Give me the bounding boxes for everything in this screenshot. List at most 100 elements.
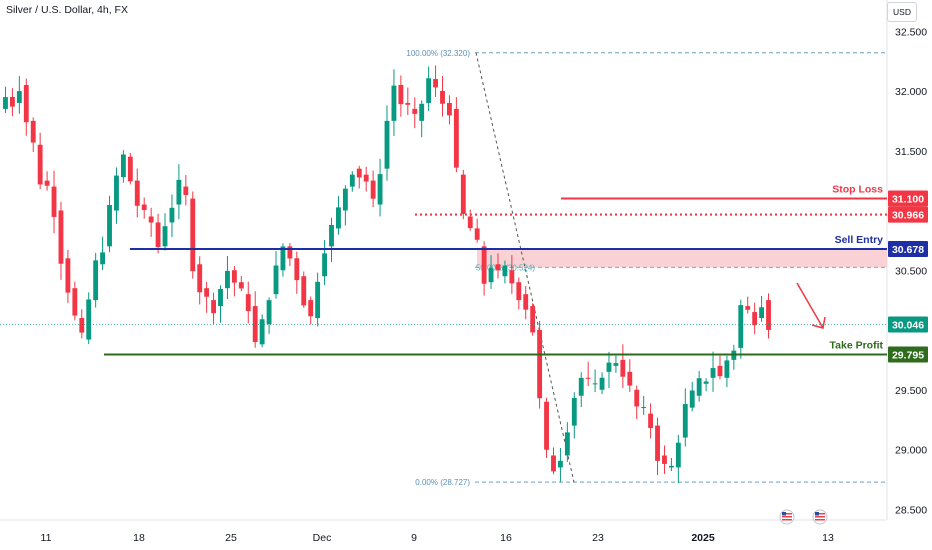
price-level-tag-text: 31.100 <box>892 194 924 206</box>
candle-body <box>578 377 584 396</box>
candle-body <box>398 85 404 105</box>
sell-zone <box>477 248 887 268</box>
candle-body <box>114 175 119 211</box>
candle-body <box>86 299 92 340</box>
candle-body <box>655 425 660 461</box>
candle-body <box>127 156 133 182</box>
candle-body <box>384 120 390 169</box>
candle-body <box>627 371 633 386</box>
candle-body <box>453 108 459 168</box>
fib-trend-line <box>475 52 575 483</box>
candle-body <box>342 188 348 211</box>
candle-body <box>218 289 223 307</box>
candle-body <box>509 270 515 284</box>
candle-body <box>641 407 647 409</box>
candle-body <box>634 389 640 407</box>
candle-body <box>72 288 78 316</box>
price-level-tag-text: 29.795 <box>892 349 924 361</box>
candle-body <box>356 168 362 178</box>
candle-body <box>745 306 751 310</box>
flag-stripe <box>815 516 825 518</box>
candle-body <box>377 174 383 205</box>
arrow-shaft <box>796 282 824 329</box>
y-axis: 32.500 32.000 31.500 30.500 29.500 29.000 28.5… <box>895 26 927 516</box>
y-tick-label: 29.500 <box>895 385 927 397</box>
candle-body <box>502 265 508 277</box>
candle-body <box>759 307 765 319</box>
candle-body <box>301 276 307 306</box>
x-tick-label: Dec <box>313 532 332 544</box>
currency-selector-button[interactable]: USD <box>887 2 917 22</box>
x-axis: 11 18 25 Dec 9 16 23 2025 13 <box>41 532 834 544</box>
flag-stripe <box>815 519 825 521</box>
candle-body <box>682 404 688 438</box>
candle-body <box>717 365 723 377</box>
candle-body <box>211 300 217 314</box>
candle-body <box>696 378 702 396</box>
price-level-label: Sell Entry <box>835 234 884 246</box>
candle-body <box>231 270 237 283</box>
candle-body <box>280 246 286 271</box>
candle-body <box>516 282 522 301</box>
candle-body <box>363 174 369 182</box>
candle-body <box>370 180 376 199</box>
candle-body <box>440 91 445 104</box>
candle-body <box>329 224 334 247</box>
candle-body <box>544 401 549 450</box>
price-scale-labels: 31.100 30.966 30.678 29.795 30.046 <box>888 190 928 363</box>
candle-body <box>662 455 667 464</box>
candle-body <box>481 246 487 284</box>
candle-body <box>613 363 619 366</box>
candle-body <box>426 78 432 103</box>
candle-body <box>238 282 244 289</box>
candle-body <box>564 432 570 456</box>
candle-body <box>315 281 321 319</box>
candle-body <box>523 294 529 310</box>
flag-stripe <box>782 513 792 515</box>
y-tick-label: 31.500 <box>895 146 927 158</box>
price-level-tag <box>888 240 928 257</box>
candle-body <box>322 253 327 277</box>
candle-body <box>23 85 29 123</box>
candle-body <box>467 216 473 229</box>
candle-body <box>412 108 418 114</box>
last-price-tag <box>888 316 928 333</box>
candle-body <box>495 264 501 271</box>
candle-body <box>606 362 612 372</box>
y-tick-label: 30.500 <box>895 265 927 277</box>
candle-body <box>460 174 466 214</box>
candle-body <box>530 306 536 333</box>
x-tick-label: 13 <box>822 532 834 544</box>
candle-body <box>391 85 397 121</box>
candle-body <box>336 207 341 229</box>
candle-body <box>738 305 744 348</box>
candle-body <box>169 207 175 223</box>
candle-body <box>273 265 279 295</box>
y-tick-label: 29.000 <box>895 445 927 457</box>
candle-body <box>245 294 251 312</box>
x-tick-label: 11 <box>41 532 52 544</box>
x-tick-label: 2025 <box>691 532 715 544</box>
candle-body <box>551 455 556 472</box>
candle-body <box>107 204 112 247</box>
candle-body <box>51 186 57 217</box>
candle-body <box>197 264 203 293</box>
candle-body <box>724 360 730 378</box>
price-level-tag <box>888 346 928 363</box>
candle-body <box>689 390 695 408</box>
candle-body <box>668 465 674 468</box>
candle-body <box>141 204 147 210</box>
candle-body <box>287 246 293 259</box>
candle-body <box>259 319 265 345</box>
candle-body <box>474 228 480 240</box>
candle-body <box>44 180 50 186</box>
fib-level-label: 0.00% (28.727) <box>415 478 470 487</box>
candle-body <box>134 180 140 206</box>
candle-body <box>766 300 771 330</box>
event-icons <box>779 509 828 525</box>
price-level-tag <box>888 206 928 223</box>
candle-body <box>294 258 300 281</box>
candle-body <box>266 300 272 325</box>
candle-body <box>148 216 154 223</box>
